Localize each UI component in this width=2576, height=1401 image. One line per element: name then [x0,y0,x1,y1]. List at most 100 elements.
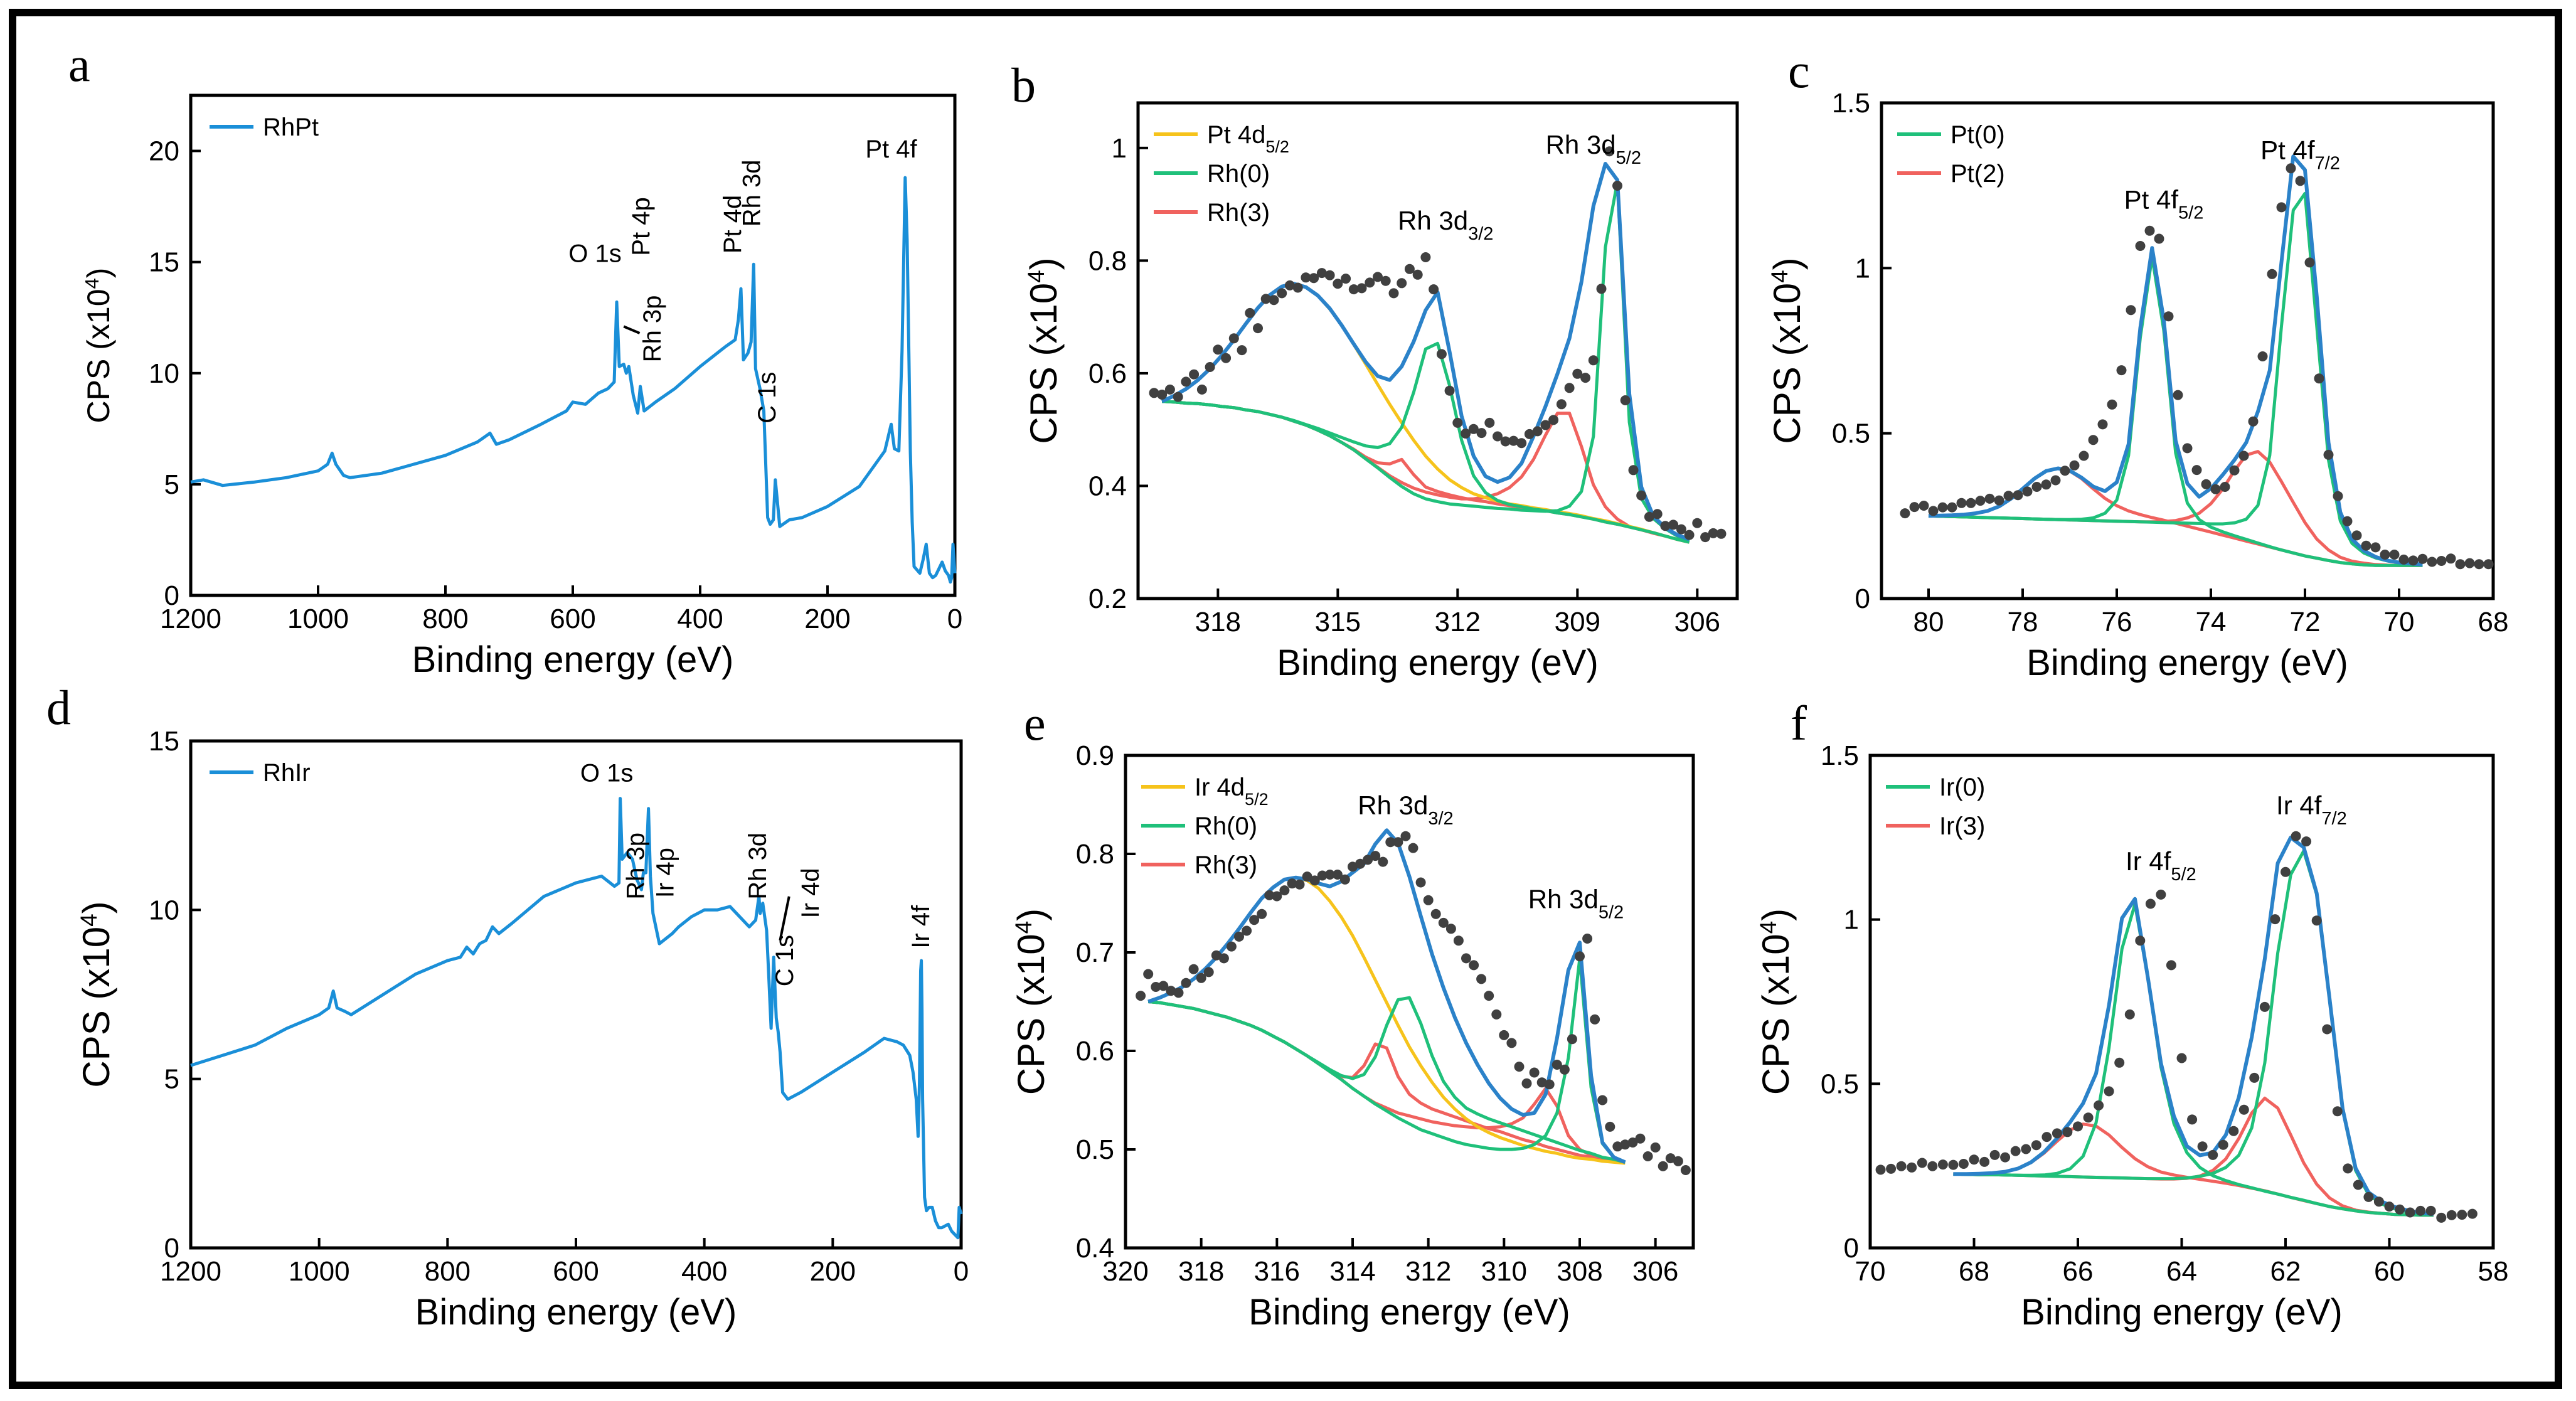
data-point-e-15 [1249,915,1260,925]
x-tick-label-d-4: 400 [681,1256,727,1287]
data-point-c-6 [1956,498,1967,508]
data-point-c-3 [1928,506,1939,516]
data-point-e-24 [1317,870,1328,881]
data-point-f-17 [2052,1128,2062,1139]
data-point-b-55 [1588,355,1599,366]
legend-label-c-1: Pt(2) [1951,160,2005,188]
y-tick-label-c-0: 0 [1855,583,1870,614]
x-tick-label-a-6: 0 [947,604,962,634]
legend-label-e-0: Ir 4d5/2 [1195,774,1269,809]
x-tick-label-f-5: 60 [2374,1256,2405,1287]
y-tick-label-a-2: 10 [149,358,179,389]
data-point-f-2 [1896,1161,1907,1171]
data-point-b-1 [1157,390,1168,400]
data-point-f-33 [2218,1139,2228,1150]
peak-annotation-c-1: Pt 4f7/2 [2260,136,2340,174]
data-point-b-50 [1548,415,1559,425]
data-point-f-25 [2135,935,2146,946]
data-point-b-39 [1461,429,1471,439]
x-tick-label-e-2: 316 [1254,1256,1300,1287]
legend-label-c-0: Pt(0) [1951,121,2005,149]
data-point-e-18 [1272,891,1282,902]
data-point-c-37 [2248,416,2259,427]
x-axis-label-c: Binding energy (eV) [2026,642,2348,683]
data-point-b-22 [1324,270,1335,280]
data-point-c-9 [1984,493,1995,504]
data-point-f-27 [2156,889,2166,900]
data-point-f-15 [2031,1140,2041,1151]
data-point-c-8 [1975,496,1986,506]
legend-label-f-0: Ir(0) [1939,774,1985,801]
data-point-f-41 [2301,836,2312,847]
panel-letter-c: c [1788,43,1810,98]
data-point-b-3 [1173,392,1183,402]
data-point-f-10 [1979,1156,1990,1167]
data-point-c-4 [1937,502,1948,513]
fit-curve-f-2 [1953,902,2434,1217]
data-point-c-13 [2022,486,2033,497]
data-point-e-48 [1499,1030,1509,1040]
chart-panel-f: f 70 68 66 64 62 60 58 0 0.5 1 1.5 Binding energy (e… [1755,696,2508,1333]
data-point-c-56 [2427,557,2437,567]
data-point-c-20 [2088,435,2099,445]
peak-annotation-a-5: C 1s [753,372,781,423]
data-point-f-7 [1948,1159,1959,1170]
y-tick-label-b-4: 1 [1112,133,1127,164]
data-point-e-70 [1665,1153,1676,1164]
data-point-f-21 [2094,1100,2104,1111]
x-tick-label-c-5: 70 [2384,607,2415,637]
data-point-b-16 [1277,288,1287,299]
y-tick-label-a-0: 0 [164,580,179,611]
plot-frame-c [1880,101,2495,600]
y-tick-label-e-4: 0.8 [1076,839,1114,870]
y-axis-label-f: CPS (x104) [1755,908,1797,1095]
x-tick-label-a-3: 600 [550,604,595,634]
data-point-f-9 [1969,1154,1979,1165]
x-tick-label-f-3: 64 [2166,1256,2197,1287]
annotation-slash-a [623,325,641,334]
data-point-f-40 [2291,831,2301,841]
data-point-b-59 [1620,395,1631,405]
data-point-e-49 [1506,1038,1517,1048]
data-point-e-56 [1559,1064,1570,1075]
data-point-c-0 [1900,508,1910,519]
x-tick-label-f-2: 66 [2063,1256,2094,1287]
data-point-e-26 [1332,870,1343,880]
data-point-b-14 [1260,294,1271,304]
data-point-e-13 [1234,931,1244,942]
data-point-f-57 [2467,1208,2478,1219]
data-point-c-16 [2050,475,2061,486]
y-tick-label-f-0: 0 [1844,1233,1859,1264]
data-point-f-5 [1927,1161,1938,1171]
data-point-b-6 [1196,384,1207,395]
y-tick-label-b-2: 0.6 [1088,358,1127,389]
y-tick-label-e-3: 0.7 [1076,937,1114,968]
x-axis-label-b: Binding energy (eV) [1277,642,1599,683]
data-point-e-47 [1491,1009,1502,1020]
x-tick-label-f-1: 68 [1959,1256,1989,1287]
data-point-b-70 [1708,528,1718,538]
data-point-c-30 [2182,443,2193,454]
peak-annotation-e-0: Rh 3d3/2 [1358,791,1453,829]
x-tick-label-c-1: 78 [2008,607,2038,637]
data-point-b-0 [1149,388,1159,398]
data-point-e-33 [1385,837,1396,848]
raw-data-points-b [1149,146,1727,543]
data-point-b-71 [1716,528,1727,539]
x-tick-label-b-3: 309 [1555,607,1600,637]
y-tick-label-e-0: 0.4 [1076,1233,1114,1264]
chart-panel-c: c 80 78 76 74 72 70 68 0 0.5 1 1.5 Binding energy (e… [1766,43,2508,683]
data-point-e-9 [1203,967,1214,978]
data-point-b-62 [1644,511,1654,522]
data-point-b-40 [1468,423,1479,434]
data-point-f-52 [2415,1205,2426,1216]
data-point-e-72 [1680,1165,1691,1175]
plot-frame-e [1124,754,1695,1250]
data-point-f-20 [2083,1112,2094,1123]
data-point-b-30 [1388,288,1399,299]
x-tick-label-d-2: 800 [425,1256,471,1287]
data-point-e-7 [1188,964,1199,974]
data-point-b-13 [1253,323,1263,334]
data-point-b-54 [1580,373,1591,383]
data-point-c-39 [2267,269,2277,279]
